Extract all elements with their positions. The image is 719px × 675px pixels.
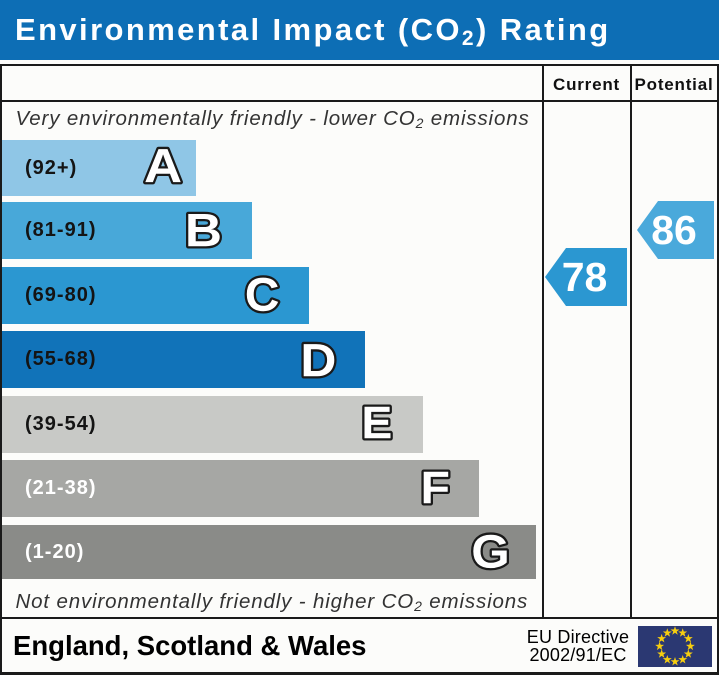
svg-text:86: 86: [651, 207, 697, 253]
svg-text:78: 78: [562, 254, 608, 300]
